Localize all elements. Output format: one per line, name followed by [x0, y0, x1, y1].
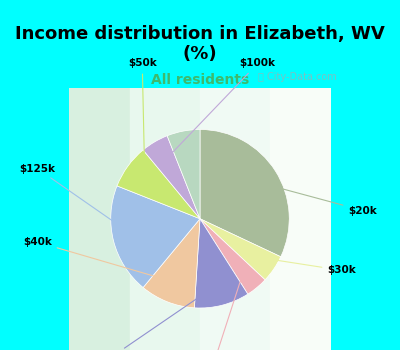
Bar — [60, 30, 130, 350]
Text: $10k: $10k — [96, 286, 215, 350]
Wedge shape — [167, 130, 200, 219]
Wedge shape — [143, 136, 200, 219]
Wedge shape — [194, 219, 248, 308]
Wedge shape — [200, 219, 265, 294]
Text: $100k: $100k — [167, 58, 276, 158]
Bar — [200, 30, 270, 350]
Wedge shape — [200, 219, 281, 280]
Bar — [270, 30, 340, 350]
Text: All residents: All residents — [151, 74, 249, 88]
Text: $40k: $40k — [23, 237, 172, 281]
Wedge shape — [143, 219, 200, 308]
Wedge shape — [117, 150, 200, 219]
Text: $75k: $75k — [196, 274, 243, 350]
Text: $20k: $20k — [260, 183, 377, 216]
Text: $30k: $30k — [259, 258, 356, 275]
Text: Income distribution in Elizabeth, WV
(%): Income distribution in Elizabeth, WV (%) — [15, 25, 385, 63]
Text: $125k: $125k — [19, 163, 132, 234]
Text: ⓘ City-Data.com: ⓘ City-Data.com — [258, 72, 336, 82]
Bar — [130, 30, 200, 350]
Text: $50k: $50k — [128, 58, 157, 176]
Bar — [0, 30, 60, 350]
Wedge shape — [111, 186, 200, 287]
Wedge shape — [200, 130, 289, 257]
Bar — [340, 30, 400, 350]
